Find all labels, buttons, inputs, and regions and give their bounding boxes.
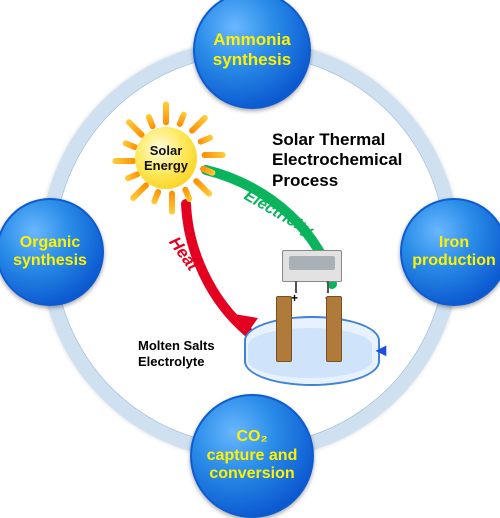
diagram-stage: SolarEnergy Solar ThermalElectrochemical… (0, 0, 500, 500)
process-title: Solar ThermalElectrochemicalProcess (272, 130, 402, 191)
node-label: CO₂capture andconversion (201, 428, 304, 483)
sun-label: SolarEnergy (144, 143, 188, 173)
node-iron-production: Ironproduction (400, 198, 500, 306)
sun-icon: SolarEnergy (118, 110, 214, 206)
electrolyte-liquid (248, 328, 372, 378)
inlet-arrow-icon: ◄ (372, 340, 390, 361)
electrode-right (326, 296, 342, 362)
node-label: Organicsynthesis (7, 234, 93, 271)
electrolyte-label: Molten SaltsElectrolyte (138, 338, 215, 371)
power-supply-icon: +− (282, 250, 342, 282)
node-label: Ammoniasynthesis (207, 30, 297, 69)
node-organic-synthesis: Organicsynthesis (0, 198, 104, 306)
electrode-left (276, 296, 292, 362)
node-co2-capture: CO₂capture andconversion (190, 394, 314, 518)
node-label: Ironproduction (406, 234, 500, 271)
